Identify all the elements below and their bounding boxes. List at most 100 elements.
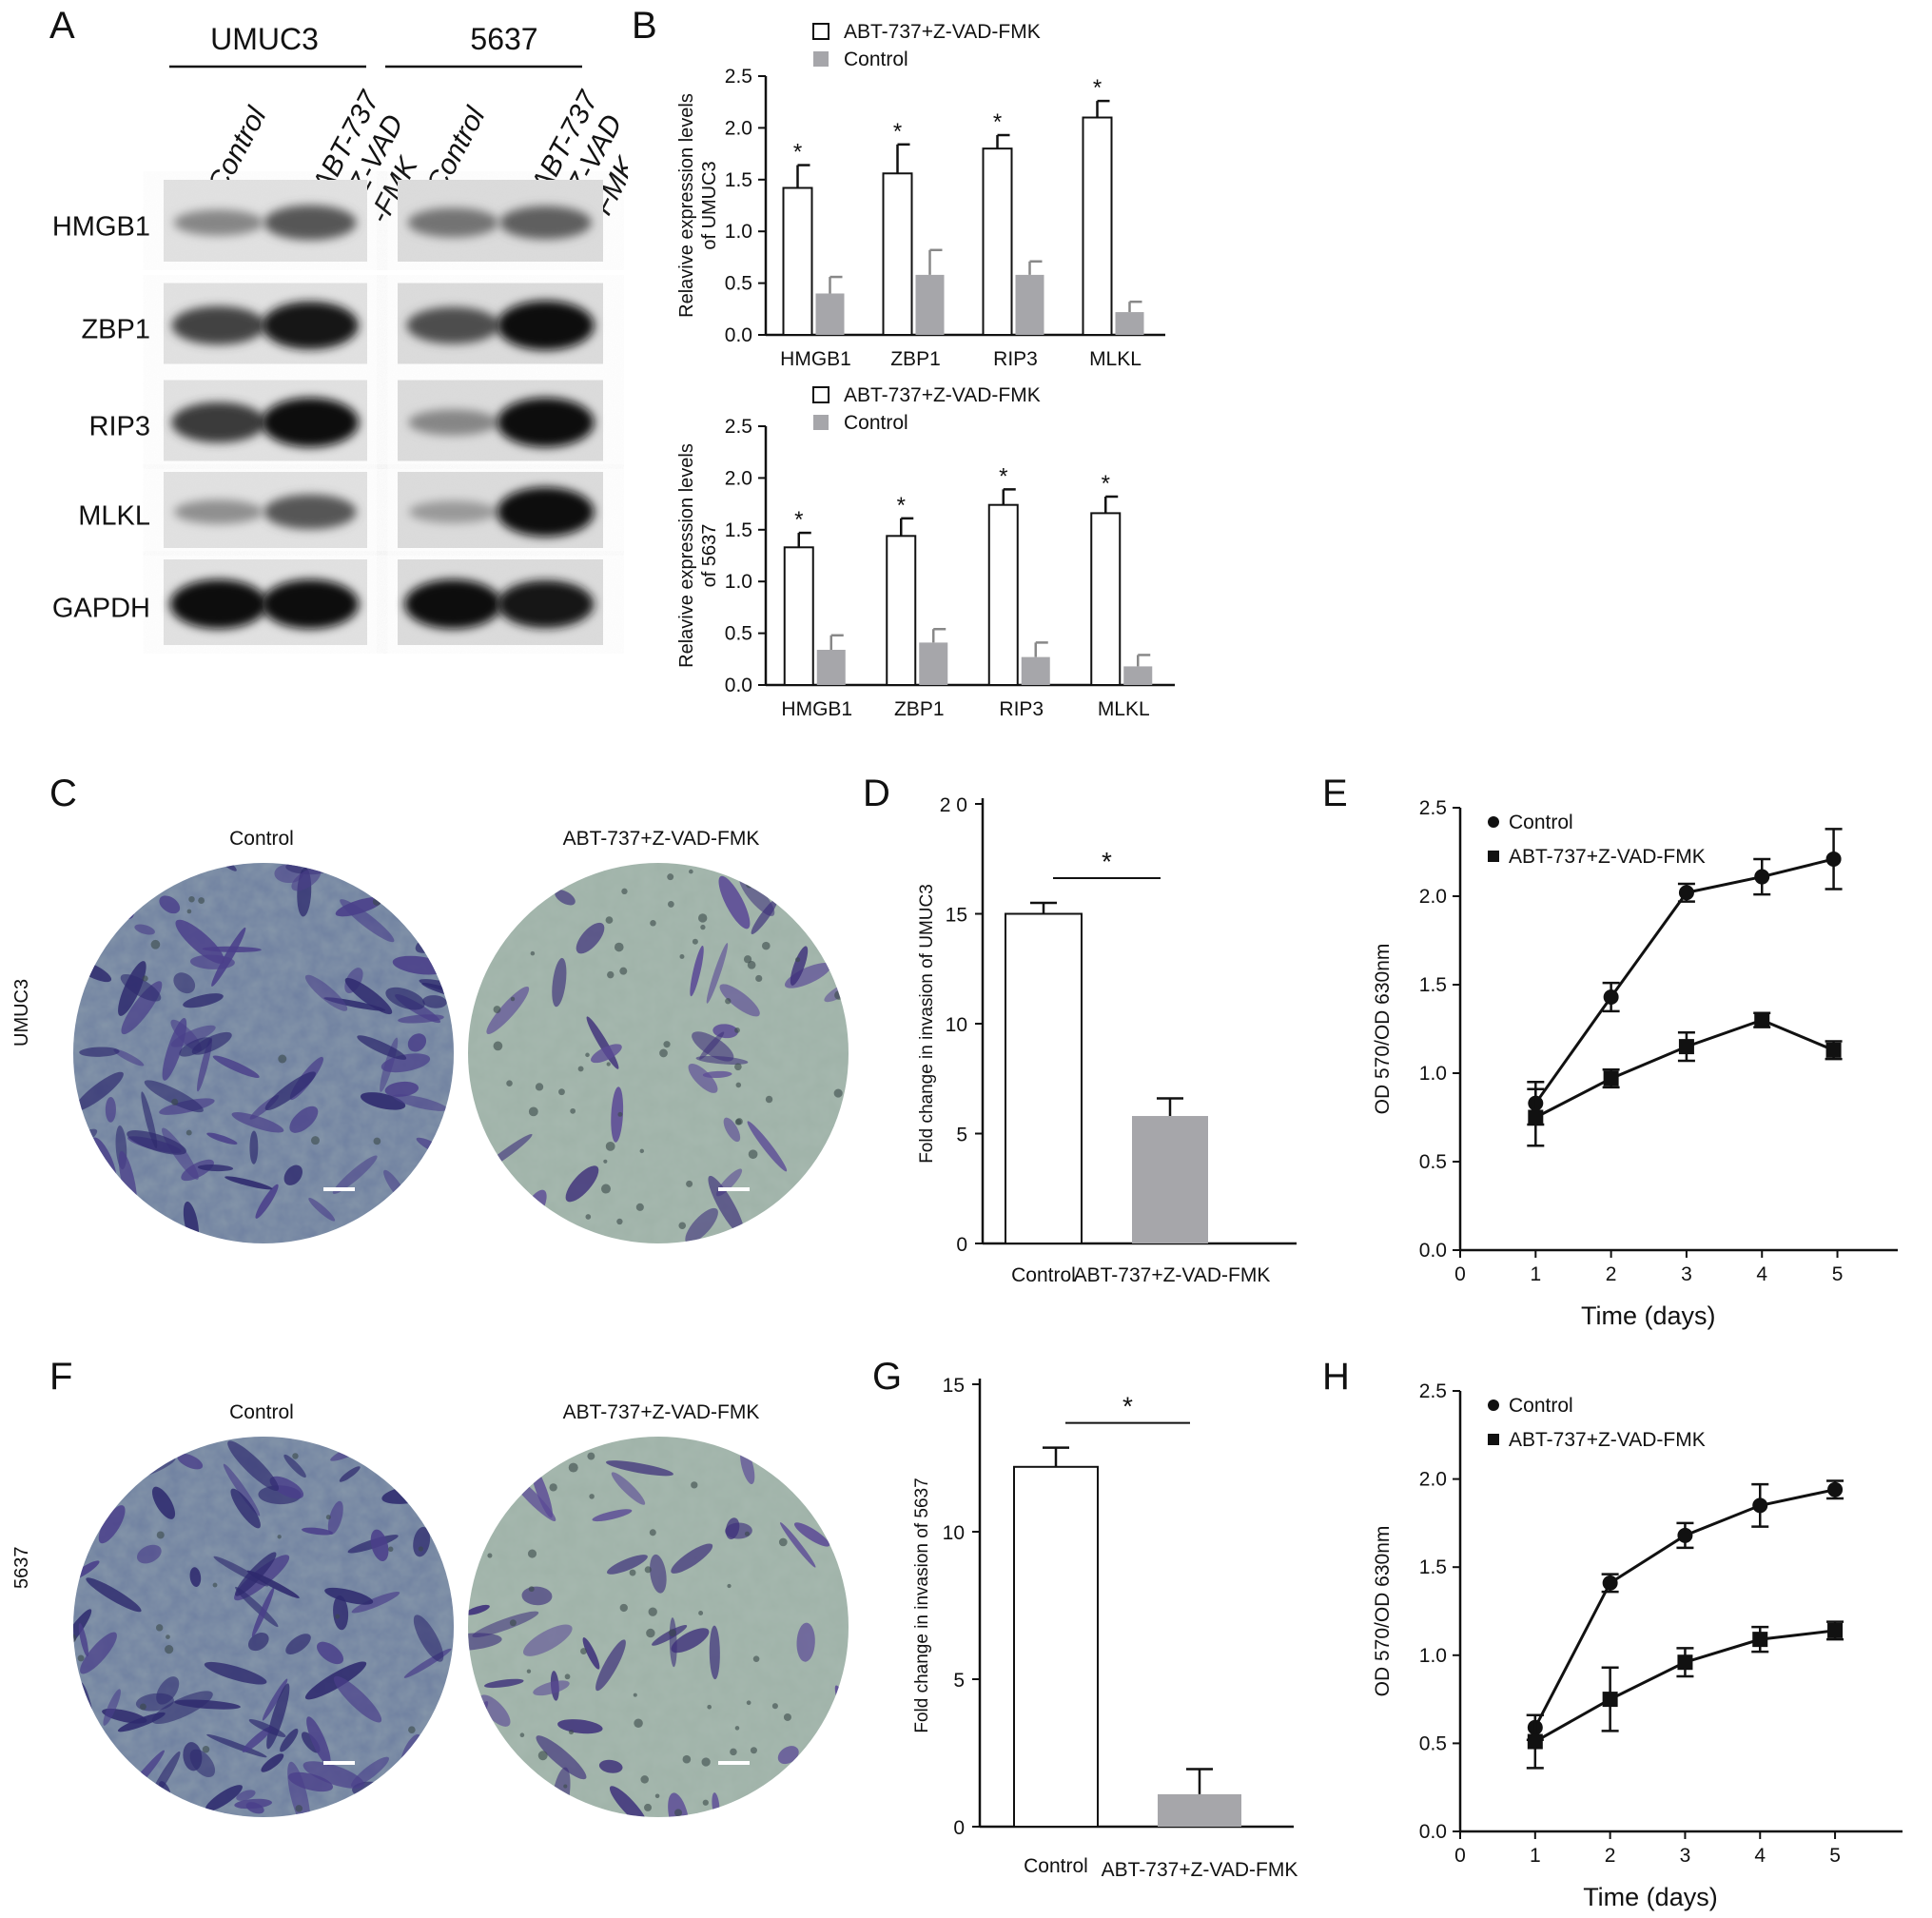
x-tick-label: 0: [1454, 1263, 1466, 1285]
significance-star: *: [794, 507, 803, 533]
stained-cell: [206, 1733, 267, 1758]
protein-band: [171, 401, 266, 443]
membrane-pore: [605, 916, 614, 924]
membrane-pore: [73, 892, 76, 899]
stained-cell: [177, 1453, 204, 1470]
protein-band: [499, 206, 592, 240]
micrograph-title-f-treated: ABT-737+Z-VAD-FMK: [562, 1401, 760, 1423]
membrane-pore: [846, 1466, 849, 1473]
significance-star: *: [1102, 471, 1110, 497]
panel-label-c: C: [49, 773, 77, 814]
membrane-pore: [605, 1141, 615, 1151]
membrane-pore: [735, 1082, 742, 1088]
legend-label: Control: [1509, 812, 1573, 833]
stained-cell: [379, 1210, 412, 1243]
stained-cell: [652, 1624, 688, 1646]
data-point-square: [1678, 1039, 1694, 1055]
membrane-pore: [743, 955, 752, 964]
y-axis-label-text: OD 570/OD 630nm: [1372, 944, 1394, 1115]
membrane-pore: [801, 1791, 807, 1796]
legend-marker-circle: [1488, 816, 1499, 828]
stained-cell: [144, 1080, 204, 1113]
bar-abt-737-z-vad-fmk-hmgb1: [783, 546, 814, 686]
membrane-pore: [698, 1611, 704, 1615]
stained-cell: [338, 869, 377, 878]
x-tick-label: 1: [1530, 1845, 1541, 1867]
x-tick-label: ABT-737+Z-VAD-FMK: [1102, 1859, 1298, 1881]
significance-star: *: [793, 140, 802, 166]
data-point-circle: [1827, 1481, 1844, 1497]
stained-cell: [605, 1460, 673, 1477]
stained-cell: [227, 1440, 280, 1492]
stained-cell: [611, 1472, 646, 1505]
membrane-pore: [629, 1569, 636, 1576]
membrane-pore: [648, 1607, 657, 1616]
significance-star: *: [897, 493, 906, 519]
membrane-pore: [519, 1732, 525, 1738]
stained-cell: [332, 1155, 378, 1194]
stained-cell: [113, 1760, 124, 1810]
data-point-circle: [1677, 1527, 1693, 1543]
micrograph-texture: [468, 863, 849, 1243]
data-point-square: [1752, 1632, 1768, 1648]
membrane-pore: [528, 1586, 535, 1593]
stained-cell: [405, 1200, 422, 1221]
y-tick-label: 10: [946, 1014, 967, 1036]
protein-label-hmgb1: HMGB1: [52, 212, 150, 243]
stained-cell: [162, 1018, 187, 1081]
stained-cell: [523, 1624, 573, 1656]
stained-cell: [247, 1632, 269, 1652]
y-tick-label: 2.5: [725, 66, 752, 88]
stained-cell: [478, 1694, 511, 1727]
x-tick-label: 5: [1832, 1263, 1844, 1285]
x-tick-label: Control: [1024, 1855, 1088, 1877]
membrane-pore: [510, 996, 516, 1002]
stained-cell: [468, 883, 487, 897]
stained-cell: [472, 1611, 539, 1638]
stained-cell: [439, 868, 454, 928]
stained-cell: [212, 1055, 260, 1078]
membrane-pore: [527, 1549, 537, 1558]
stained-cell: [598, 1759, 623, 1773]
panel-label-d: D: [863, 773, 890, 814]
protein-band: [262, 398, 360, 447]
membrane-pore: [487, 1553, 493, 1558]
stained-cell: [333, 1675, 382, 1723]
significance-star: *: [1102, 847, 1112, 876]
x-tick-label: ZBP1: [894, 698, 945, 720]
stained-cell: [127, 1130, 186, 1155]
significance-star: *: [999, 463, 1007, 489]
membrane-pore: [668, 1629, 676, 1637]
membrane-pore: [621, 888, 628, 895]
membrane-pore: [585, 1214, 592, 1220]
membrane-pore: [372, 897, 381, 906]
stained-cell: [340, 899, 395, 943]
row-label-umuc3: UMUC3: [11, 978, 32, 1047]
stained-cell: [552, 957, 567, 1008]
data-point-square: [1528, 1109, 1544, 1125]
membrane-pore: [335, 1614, 341, 1619]
stained-cell: [357, 1035, 407, 1060]
western-blot-panel: UMUC3 5637 Control ABT-737+Z-VAD-FMKContr…: [52, 22, 628, 645]
x-tick-label: HMGB1: [781, 698, 852, 720]
stained-cell: [747, 1121, 788, 1172]
membrane-pore: [735, 1118, 743, 1125]
stained-cell: [211, 927, 246, 987]
membrane-pore: [746, 881, 752, 889]
membrane-pore: [842, 1813, 849, 1817]
stained-cell: [117, 1712, 166, 1732]
x-tick-label: MLKL: [1089, 348, 1142, 370]
membrane-pore: [734, 1027, 740, 1033]
bar-abt-737-z-vad-fmk-hmgb1: [782, 186, 813, 336]
y-tick-label: 15: [946, 905, 967, 927]
stained-cell: [486, 986, 530, 1034]
membrane-pore: [350, 1443, 356, 1448]
membrane-pore: [143, 865, 151, 873]
stained-cell: [333, 1595, 349, 1631]
stained-cell: [393, 1094, 448, 1111]
significance-star: *: [1093, 75, 1102, 101]
stained-cell: [206, 1132, 238, 1145]
y-axis-label: OD 570/OD 630nm: [1372, 944, 1394, 1115]
bar-control: [1005, 912, 1083, 1244]
stained-cell: [235, 1586, 279, 1628]
